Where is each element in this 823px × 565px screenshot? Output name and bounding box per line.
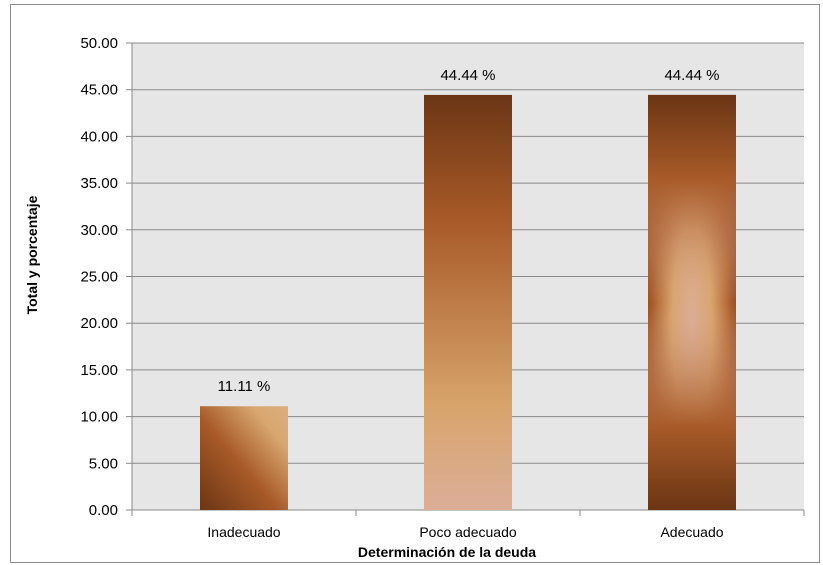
x-tick-label: Poco adecuado (419, 524, 517, 540)
x-tick-label: Inadecuado (207, 524, 280, 540)
x-tick-label: Adecuado (660, 524, 723, 540)
y-tick-label: 0.00 (89, 502, 118, 519)
y-tick-label: 25.00 (80, 269, 118, 286)
y-tick-label: 5.00 (89, 455, 118, 472)
bar-shading (648, 94, 736, 511)
y-tick-label: 50.00 (80, 35, 118, 52)
y-tick-label: 15.00 (80, 362, 118, 379)
y-tick-label: 30.00 (80, 222, 118, 239)
y-tick-label: 20.00 (80, 315, 118, 332)
y-tick-label: 35.00 (80, 175, 118, 192)
x-axis-title: Determinación de la deuda (358, 544, 536, 560)
bar-poco-adecuado (424, 94, 512, 511)
y-axis-title: Total y porcentaje (24, 195, 40, 314)
y-tick-label: 10.00 (80, 409, 118, 426)
y-tick-label: 45.00 (80, 82, 118, 99)
y-tick-label: 40.00 (80, 128, 118, 145)
data-label: 44.44 % (440, 67, 495, 84)
data-label: 44.44 % (664, 67, 719, 84)
bar-inadecuado (200, 406, 288, 510)
data-label: 11.11 % (218, 378, 271, 395)
